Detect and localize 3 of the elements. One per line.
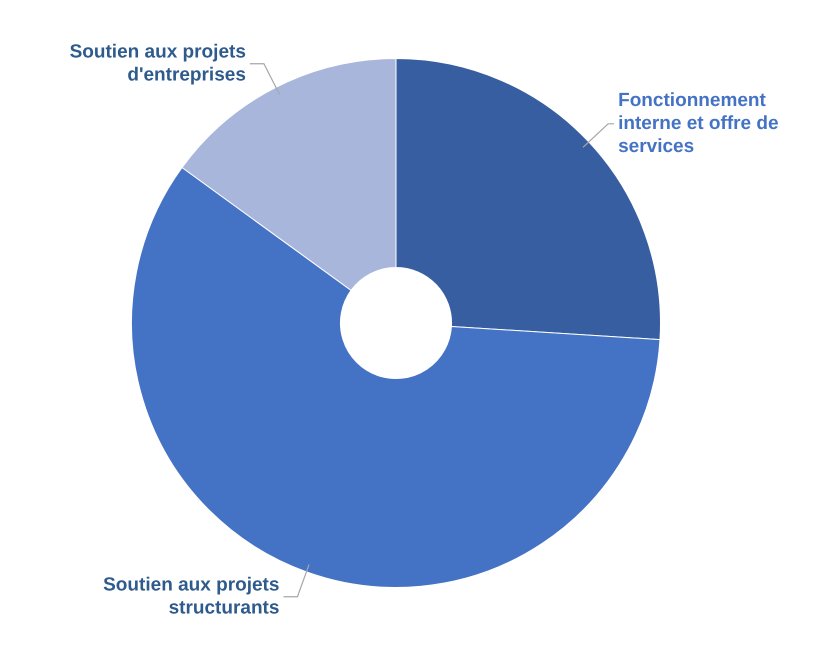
slice-label: Fonctionnement interne et offre de services bbox=[618, 90, 779, 158]
slice-label: Soutien aux projets structurants bbox=[103, 574, 280, 618]
slice-label: Soutien aux projets d'entreprises bbox=[70, 41, 246, 86]
